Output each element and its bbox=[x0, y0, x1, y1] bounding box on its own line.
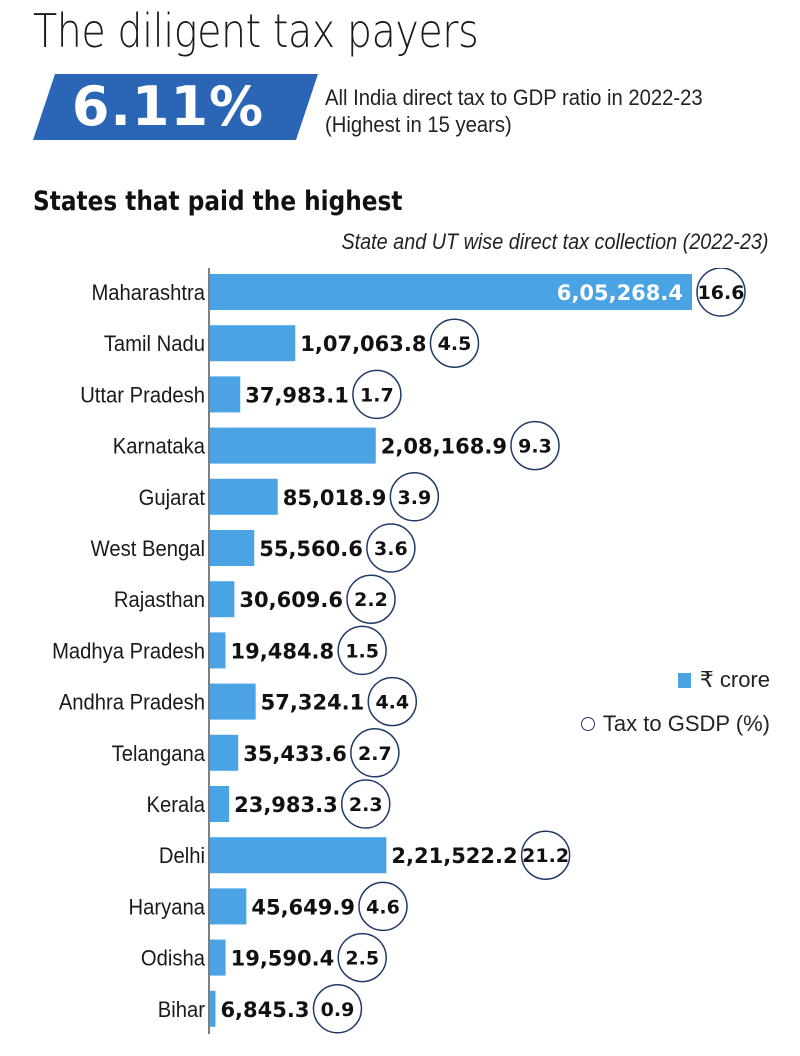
gsdp-circle bbox=[340, 779, 391, 829]
highlight-line-2: (Highest in 15 years) bbox=[325, 112, 512, 137]
gsdp-circle bbox=[358, 881, 408, 932]
value-label: 85,018.9 bbox=[283, 486, 387, 510]
banner-parallelogram bbox=[33, 74, 318, 140]
gsdp-circle bbox=[429, 318, 480, 368]
gsdp-label: 3.6 bbox=[374, 538, 408, 560]
category-label: Andhra Pradesh bbox=[59, 691, 205, 715]
value-label: 6,05,268.4 bbox=[557, 281, 683, 305]
page-title: The diligent tax payers bbox=[33, 4, 479, 58]
legend-item-crore: ₹ crore bbox=[560, 658, 770, 702]
bar bbox=[210, 325, 296, 362]
value-label: 1,07,063.8 bbox=[300, 332, 426, 356]
category-label: Kerala bbox=[147, 793, 206, 817]
gsdp-label: 2.5 bbox=[345, 948, 379, 970]
bar bbox=[210, 683, 256, 720]
value-label: 37,983.1 bbox=[245, 383, 349, 407]
bar bbox=[210, 478, 278, 515]
category-label: Telangana bbox=[112, 742, 206, 766]
gsdp-label: 2.7 bbox=[358, 743, 392, 765]
gsdp-circle bbox=[312, 984, 363, 1034]
value-label: 35,433.6 bbox=[243, 742, 347, 766]
gsdp-circle bbox=[352, 369, 402, 420]
bar-chart: Maharashtra 6,05,268.4 16.6 Tamil Nadu 1,07,… bbox=[52, 268, 746, 1034]
gsdp-label: 1.5 bbox=[345, 640, 379, 662]
gsdp-circle bbox=[510, 420, 560, 471]
bar bbox=[210, 786, 230, 822]
value-label: 55,560.6 bbox=[259, 537, 363, 561]
legend-bar-swatch bbox=[677, 672, 691, 688]
value-label: 19,590.4 bbox=[231, 947, 335, 971]
category-label: Tamil Nadu bbox=[104, 332, 205, 356]
category-label: Rajasthan bbox=[114, 588, 205, 612]
category-label: Delhi bbox=[159, 844, 205, 868]
bar bbox=[210, 990, 216, 1027]
gsdp-circle bbox=[337, 932, 387, 983]
legend-circle-icon bbox=[580, 717, 595, 731]
category-label: Madhya Pradesh bbox=[52, 640, 205, 664]
gsdp-circle bbox=[337, 625, 387, 676]
gsdp-circle bbox=[346, 574, 396, 624]
value-label: 19,484.8 bbox=[231, 639, 335, 663]
legend-label-gsdp: Tax to GSDP (%) bbox=[602, 711, 770, 736]
gsdp-label: 3.9 bbox=[398, 487, 432, 509]
gsdp-label: 4.4 bbox=[375, 692, 409, 714]
gsdp-label: 4.5 bbox=[438, 333, 472, 355]
category-label: Odisha bbox=[141, 947, 205, 971]
gsdp-label: 0.9 bbox=[321, 999, 355, 1021]
legend-label-crore: ₹ crore bbox=[699, 667, 770, 692]
category-label: Uttar Pradesh bbox=[80, 384, 205, 408]
legend: ₹ crore Tax to GSDP (%) bbox=[560, 658, 770, 746]
value-label: 2,08,168.9 bbox=[381, 435, 507, 459]
chart-caption: State and UT wise direct tax collection … bbox=[340, 229, 768, 254]
gsdp-circle bbox=[350, 728, 400, 778]
bar bbox=[210, 427, 376, 464]
bar bbox=[210, 734, 239, 771]
gsdp-circle bbox=[367, 676, 418, 727]
bar bbox=[210, 376, 241, 413]
value-label: 6,845.3 bbox=[220, 998, 309, 1022]
section-title: States that paid the highest bbox=[33, 186, 403, 217]
value-label: 57,324.1 bbox=[261, 691, 365, 715]
value-label: 30,609.6 bbox=[239, 588, 343, 612]
gsdp-circle bbox=[696, 268, 746, 317]
gsdp-label: 2.3 bbox=[349, 794, 383, 816]
gsdp-circle bbox=[366, 523, 416, 573]
gsdp-label: 9.3 bbox=[518, 436, 552, 458]
bar bbox=[210, 888, 247, 925]
bar bbox=[210, 530, 255, 566]
legend-item-gsdp: Tax to GSDP (%) bbox=[560, 702, 770, 746]
bar bbox=[210, 274, 692, 310]
bar bbox=[210, 837, 387, 874]
gsdp-label: 21.2 bbox=[522, 845, 569, 867]
highlight-value: 6.11% bbox=[71, 75, 265, 138]
value-label: 45,649.9 bbox=[251, 895, 355, 919]
category-label: Haryana bbox=[129, 896, 206, 920]
category-label: West Bengal bbox=[91, 537, 205, 561]
bar bbox=[210, 581, 235, 618]
category-label: Maharashtra bbox=[91, 281, 205, 305]
highlight-line-1: All India direct tax to GDP ratio in 202… bbox=[325, 85, 703, 110]
gsdp-circle bbox=[389, 472, 440, 522]
bar bbox=[210, 939, 226, 976]
category-label: Gujarat bbox=[139, 486, 205, 510]
gsdp-label: 2.2 bbox=[354, 589, 388, 611]
category-label: Bihar bbox=[158, 998, 205, 1022]
category-label: Karnataka bbox=[113, 435, 205, 459]
gsdp-label: 1.7 bbox=[360, 384, 394, 406]
value-label: 2,21,522.2 bbox=[391, 844, 517, 868]
gsdp-circle bbox=[520, 830, 571, 880]
gsdp-label: 16.6 bbox=[698, 282, 745, 304]
highlight-banner: 6.11% bbox=[33, 74, 318, 140]
gsdp-label: 4.6 bbox=[366, 896, 400, 918]
bar bbox=[210, 632, 226, 669]
highlight-description: All India direct tax to GDP ratio in 202… bbox=[325, 84, 703, 138]
value-label: 23,983.3 bbox=[234, 793, 338, 817]
